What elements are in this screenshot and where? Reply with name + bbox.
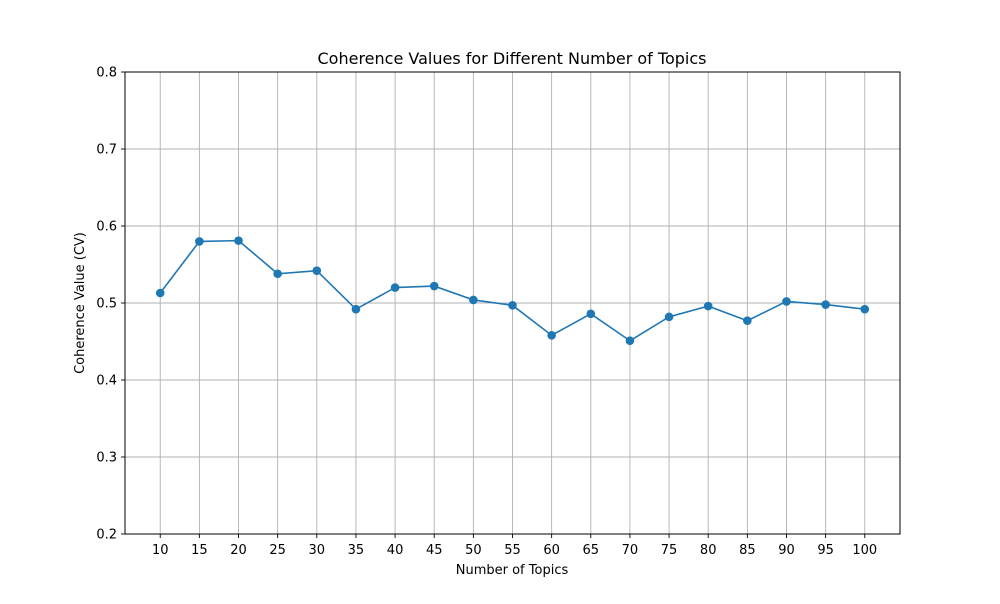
data-point bbox=[155, 288, 165, 298]
data-point bbox=[860, 304, 870, 314]
x-tick-label: 10 bbox=[152, 543, 169, 558]
data-markers bbox=[155, 236, 870, 346]
tick-labels: 10 15 20 25 30 35 40 45 50 55 60 65 70 75 80 85 90 95 100 0… bbox=[96, 66, 877, 559]
x-tick-label: 100 bbox=[852, 543, 877, 558]
axes bbox=[121, 71, 901, 538]
data-point bbox=[351, 304, 361, 314]
data-point bbox=[821, 300, 830, 309]
x-tick-label: 55 bbox=[504, 543, 521, 558]
y-tick-label: 0.6 bbox=[96, 220, 117, 235]
data-point bbox=[195, 237, 204, 246]
x-tick-label: 15 bbox=[191, 543, 208, 558]
y-axis-label: Coherence Value (CV) bbox=[73, 232, 88, 374]
x-tick-label: 30 bbox=[309, 543, 326, 558]
y-tick-label: 0.7 bbox=[96, 143, 117, 158]
y-tick-label: 0.2 bbox=[96, 528, 117, 543]
plot-frame bbox=[124, 71, 901, 535]
data-point bbox=[390, 283, 400, 292]
y-tick-label: 0.8 bbox=[96, 66, 117, 81]
x-tick-label: 90 bbox=[778, 543, 795, 558]
data-point bbox=[429, 281, 439, 291]
data-point bbox=[508, 301, 517, 310]
y-tick-label: 0.3 bbox=[96, 451, 117, 466]
chart-title: Coherence Values for Different Number of… bbox=[318, 49, 707, 68]
x-tick-label: 25 bbox=[269, 543, 286, 558]
data-point bbox=[743, 316, 752, 326]
x-tick-label: 45 bbox=[426, 543, 443, 558]
data-point bbox=[782, 297, 791, 306]
x-tick-label: 35 bbox=[348, 543, 365, 558]
x-axis-label: Number of Topics bbox=[456, 563, 569, 578]
data-point bbox=[234, 236, 243, 245]
data-point bbox=[469, 295, 478, 305]
x-tick-label: 75 bbox=[661, 543, 678, 558]
x-tick-label: 95 bbox=[817, 543, 834, 558]
data-point bbox=[625, 336, 635, 346]
y-tick-label: 0.4 bbox=[96, 374, 117, 389]
data-point bbox=[664, 312, 674, 322]
x-tick-label: 65 bbox=[583, 543, 600, 558]
data-point bbox=[703, 301, 713, 311]
x-tick-label: 50 bbox=[465, 543, 482, 558]
data-point bbox=[312, 266, 322, 275]
y-tick-label: 0.5 bbox=[96, 297, 117, 312]
x-tick-label: 80 bbox=[700, 543, 717, 558]
data-point bbox=[586, 309, 596, 319]
x-tick-label: 40 bbox=[387, 543, 404, 558]
x-tick-label: 85 bbox=[739, 543, 756, 558]
data-point bbox=[547, 331, 556, 340]
x-tick-label: 70 bbox=[622, 543, 639, 558]
x-tick-label: 60 bbox=[543, 543, 560, 558]
data-point bbox=[273, 269, 282, 279]
x-tick-label: 20 bbox=[230, 543, 247, 558]
